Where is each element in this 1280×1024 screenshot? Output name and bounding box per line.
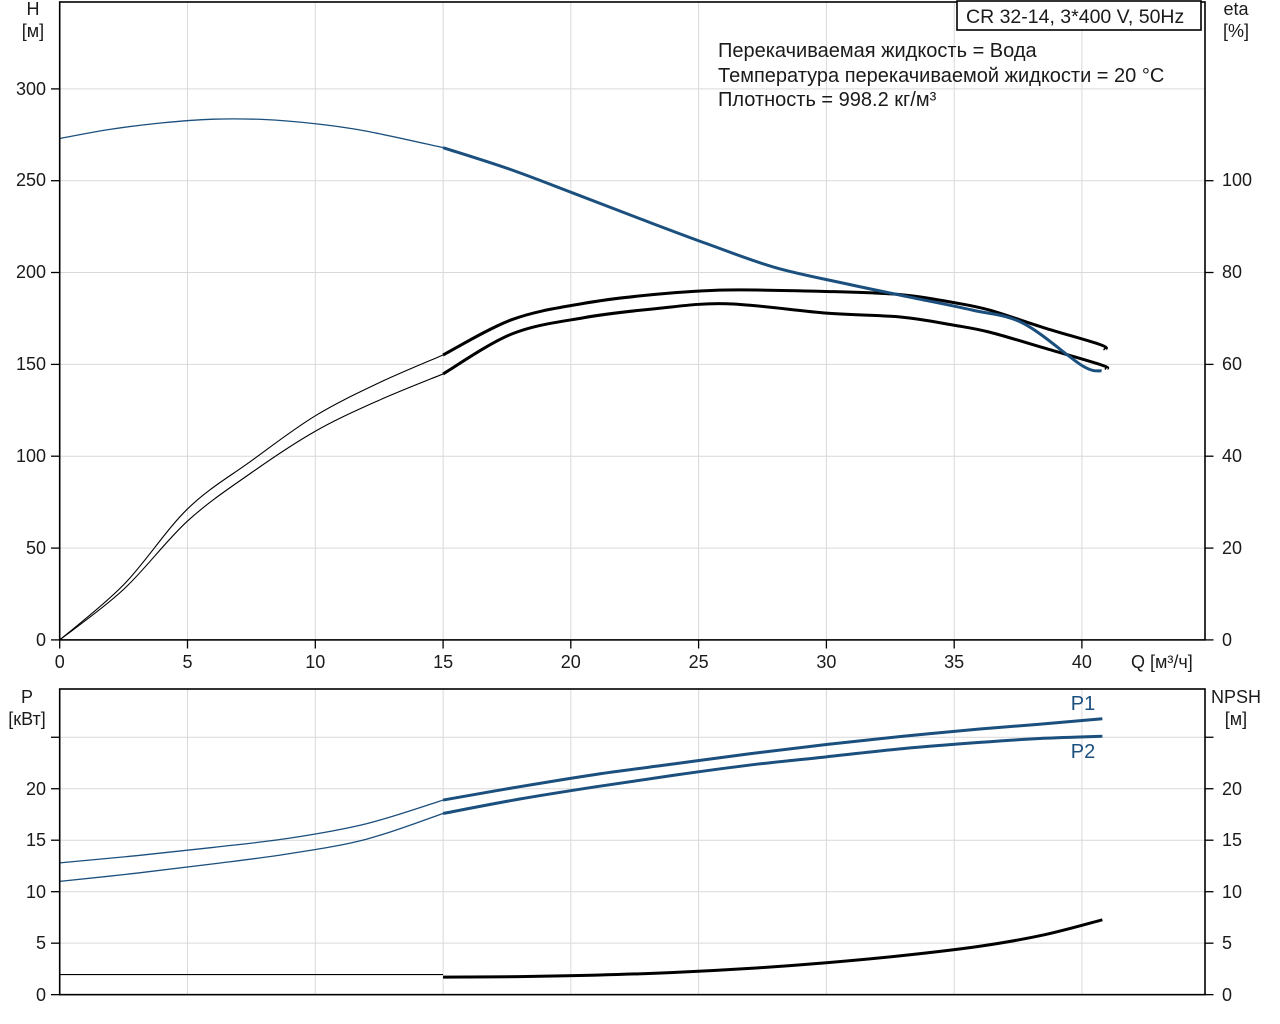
svg-text:100: 100 <box>16 446 46 466</box>
svg-text:H: H <box>27 0 40 19</box>
svg-text:60: 60 <box>1222 354 1242 374</box>
svg-text:5: 5 <box>1222 933 1232 953</box>
svg-text:NPSH: NPSH <box>1211 687 1261 707</box>
svg-text:10: 10 <box>26 882 46 902</box>
svg-text:10: 10 <box>305 652 325 672</box>
svg-text:0: 0 <box>1222 985 1232 1005</box>
svg-text:300: 300 <box>16 79 46 99</box>
svg-text:0: 0 <box>55 652 65 672</box>
svg-text:15: 15 <box>26 830 46 850</box>
svg-text:80: 80 <box>1222 262 1242 282</box>
svg-text:CR 32-14, 3*400 V, 50Hz: CR 32-14, 3*400 V, 50Hz <box>966 6 1184 28</box>
svg-text:P1: P1 <box>1071 693 1095 715</box>
svg-text:250: 250 <box>16 170 46 190</box>
svg-text:25: 25 <box>689 652 709 672</box>
svg-text:[кВт]: [кВт] <box>8 709 46 729</box>
svg-text:5: 5 <box>182 652 192 672</box>
svg-text:[м]: [м] <box>22 21 44 41</box>
svg-text:50: 50 <box>26 538 46 558</box>
svg-text:15: 15 <box>1222 830 1242 850</box>
svg-text:15: 15 <box>433 652 453 672</box>
svg-text:30: 30 <box>816 652 836 672</box>
svg-text:Перекачиваемая жидкость = Вода: Перекачиваемая жидкость = Вода <box>718 40 1038 62</box>
svg-text:0: 0 <box>36 985 46 1005</box>
svg-text:P: P <box>21 687 33 707</box>
svg-text:0: 0 <box>36 630 46 650</box>
svg-text:[м]: [м] <box>1225 709 1247 729</box>
svg-text:100: 100 <box>1222 170 1252 190</box>
svg-text:150: 150 <box>16 354 46 374</box>
svg-text:Плотность = 998.2 кг/м³: Плотность = 998.2 кг/м³ <box>718 89 937 111</box>
svg-text:eta: eta <box>1223 0 1249 19</box>
svg-text:40: 40 <box>1222 446 1242 466</box>
svg-text:20: 20 <box>26 779 46 799</box>
svg-text:200: 200 <box>16 262 46 282</box>
svg-text:20: 20 <box>1222 538 1242 558</box>
svg-text:5: 5 <box>36 933 46 953</box>
svg-text:40: 40 <box>1072 652 1092 672</box>
svg-text:0: 0 <box>1222 630 1232 650</box>
svg-text:Q [м³/ч]: Q [м³/ч] <box>1131 652 1193 672</box>
svg-text:35: 35 <box>944 652 964 672</box>
svg-text:10: 10 <box>1222 882 1242 902</box>
svg-text:[%]: [%] <box>1223 21 1249 41</box>
svg-text:Температура перекачиваемой жид: Температура перекачиваемой жидкости = 20… <box>718 65 1164 87</box>
svg-text:20: 20 <box>561 652 581 672</box>
svg-text:20: 20 <box>1222 779 1242 799</box>
svg-text:P2: P2 <box>1071 741 1095 763</box>
